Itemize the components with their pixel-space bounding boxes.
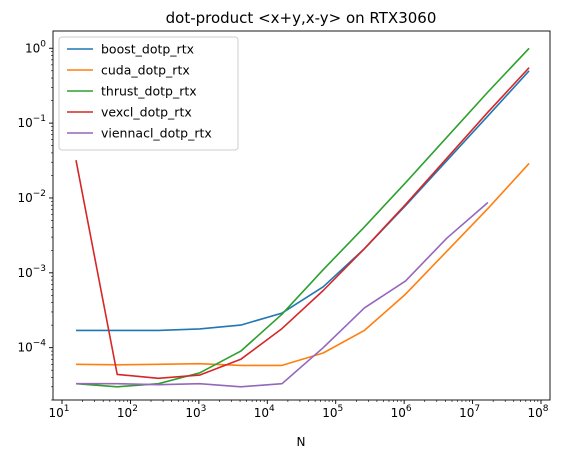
axes: 101 102 103 104 105 106 107 108 10−4 10−3 10−2 10−1…: [17, 39, 548, 420]
legend-label-boost_dotp_rtx: boost_dotp_rtx: [101, 42, 194, 57]
x-tick-label: 106: [391, 404, 412, 420]
x-tick-label: 102: [117, 404, 138, 420]
series-line-viennacl_dotp_rtx: [76, 201, 489, 388]
legend-label-vexcl_dotp_rtx: vexcl_dotp_rtx: [101, 105, 192, 120]
series-line-cuda_dotp_rtx: [75, 162, 530, 367]
x-axis-title: N: [297, 435, 306, 449]
y-tick-label: 100: [25, 39, 46, 55]
x-tick-label: 103: [185, 404, 206, 420]
plot-area: [75, 47, 530, 388]
series-line-vexcl_dotp_rtx: [75, 67, 530, 380]
y-tick-label: 10−3: [17, 264, 46, 280]
legend-label-viennacl_dotp_rtx: viennacl_dotp_rtx: [101, 126, 212, 141]
x-tick-label: 107: [459, 404, 480, 420]
y-tick-label: 10−4: [17, 339, 46, 355]
y-tick-label: 10−2: [17, 189, 46, 205]
x-tick-label: 104: [254, 404, 275, 420]
y-tick-label: 10−1: [17, 114, 46, 130]
legend: boost_dotp_rtx cuda_dotp_rtx thrust_dotp_r…: [58, 36, 239, 151]
legend-label-thrust_dotp_rtx: thrust_dotp_rtx: [101, 84, 197, 99]
axes-frame: [52, 30, 551, 401]
legend-box: [58, 36, 239, 151]
legend-label-cuda_dotp_rtx: cuda_dotp_rtx: [101, 63, 190, 78]
x-tick-label: 101: [48, 404, 69, 420]
chart-title: dot-product <x+y,x-y> on RTX3060: [166, 9, 437, 27]
x-tick-label: 105: [322, 404, 343, 420]
x-tick-label: 108: [527, 404, 548, 420]
